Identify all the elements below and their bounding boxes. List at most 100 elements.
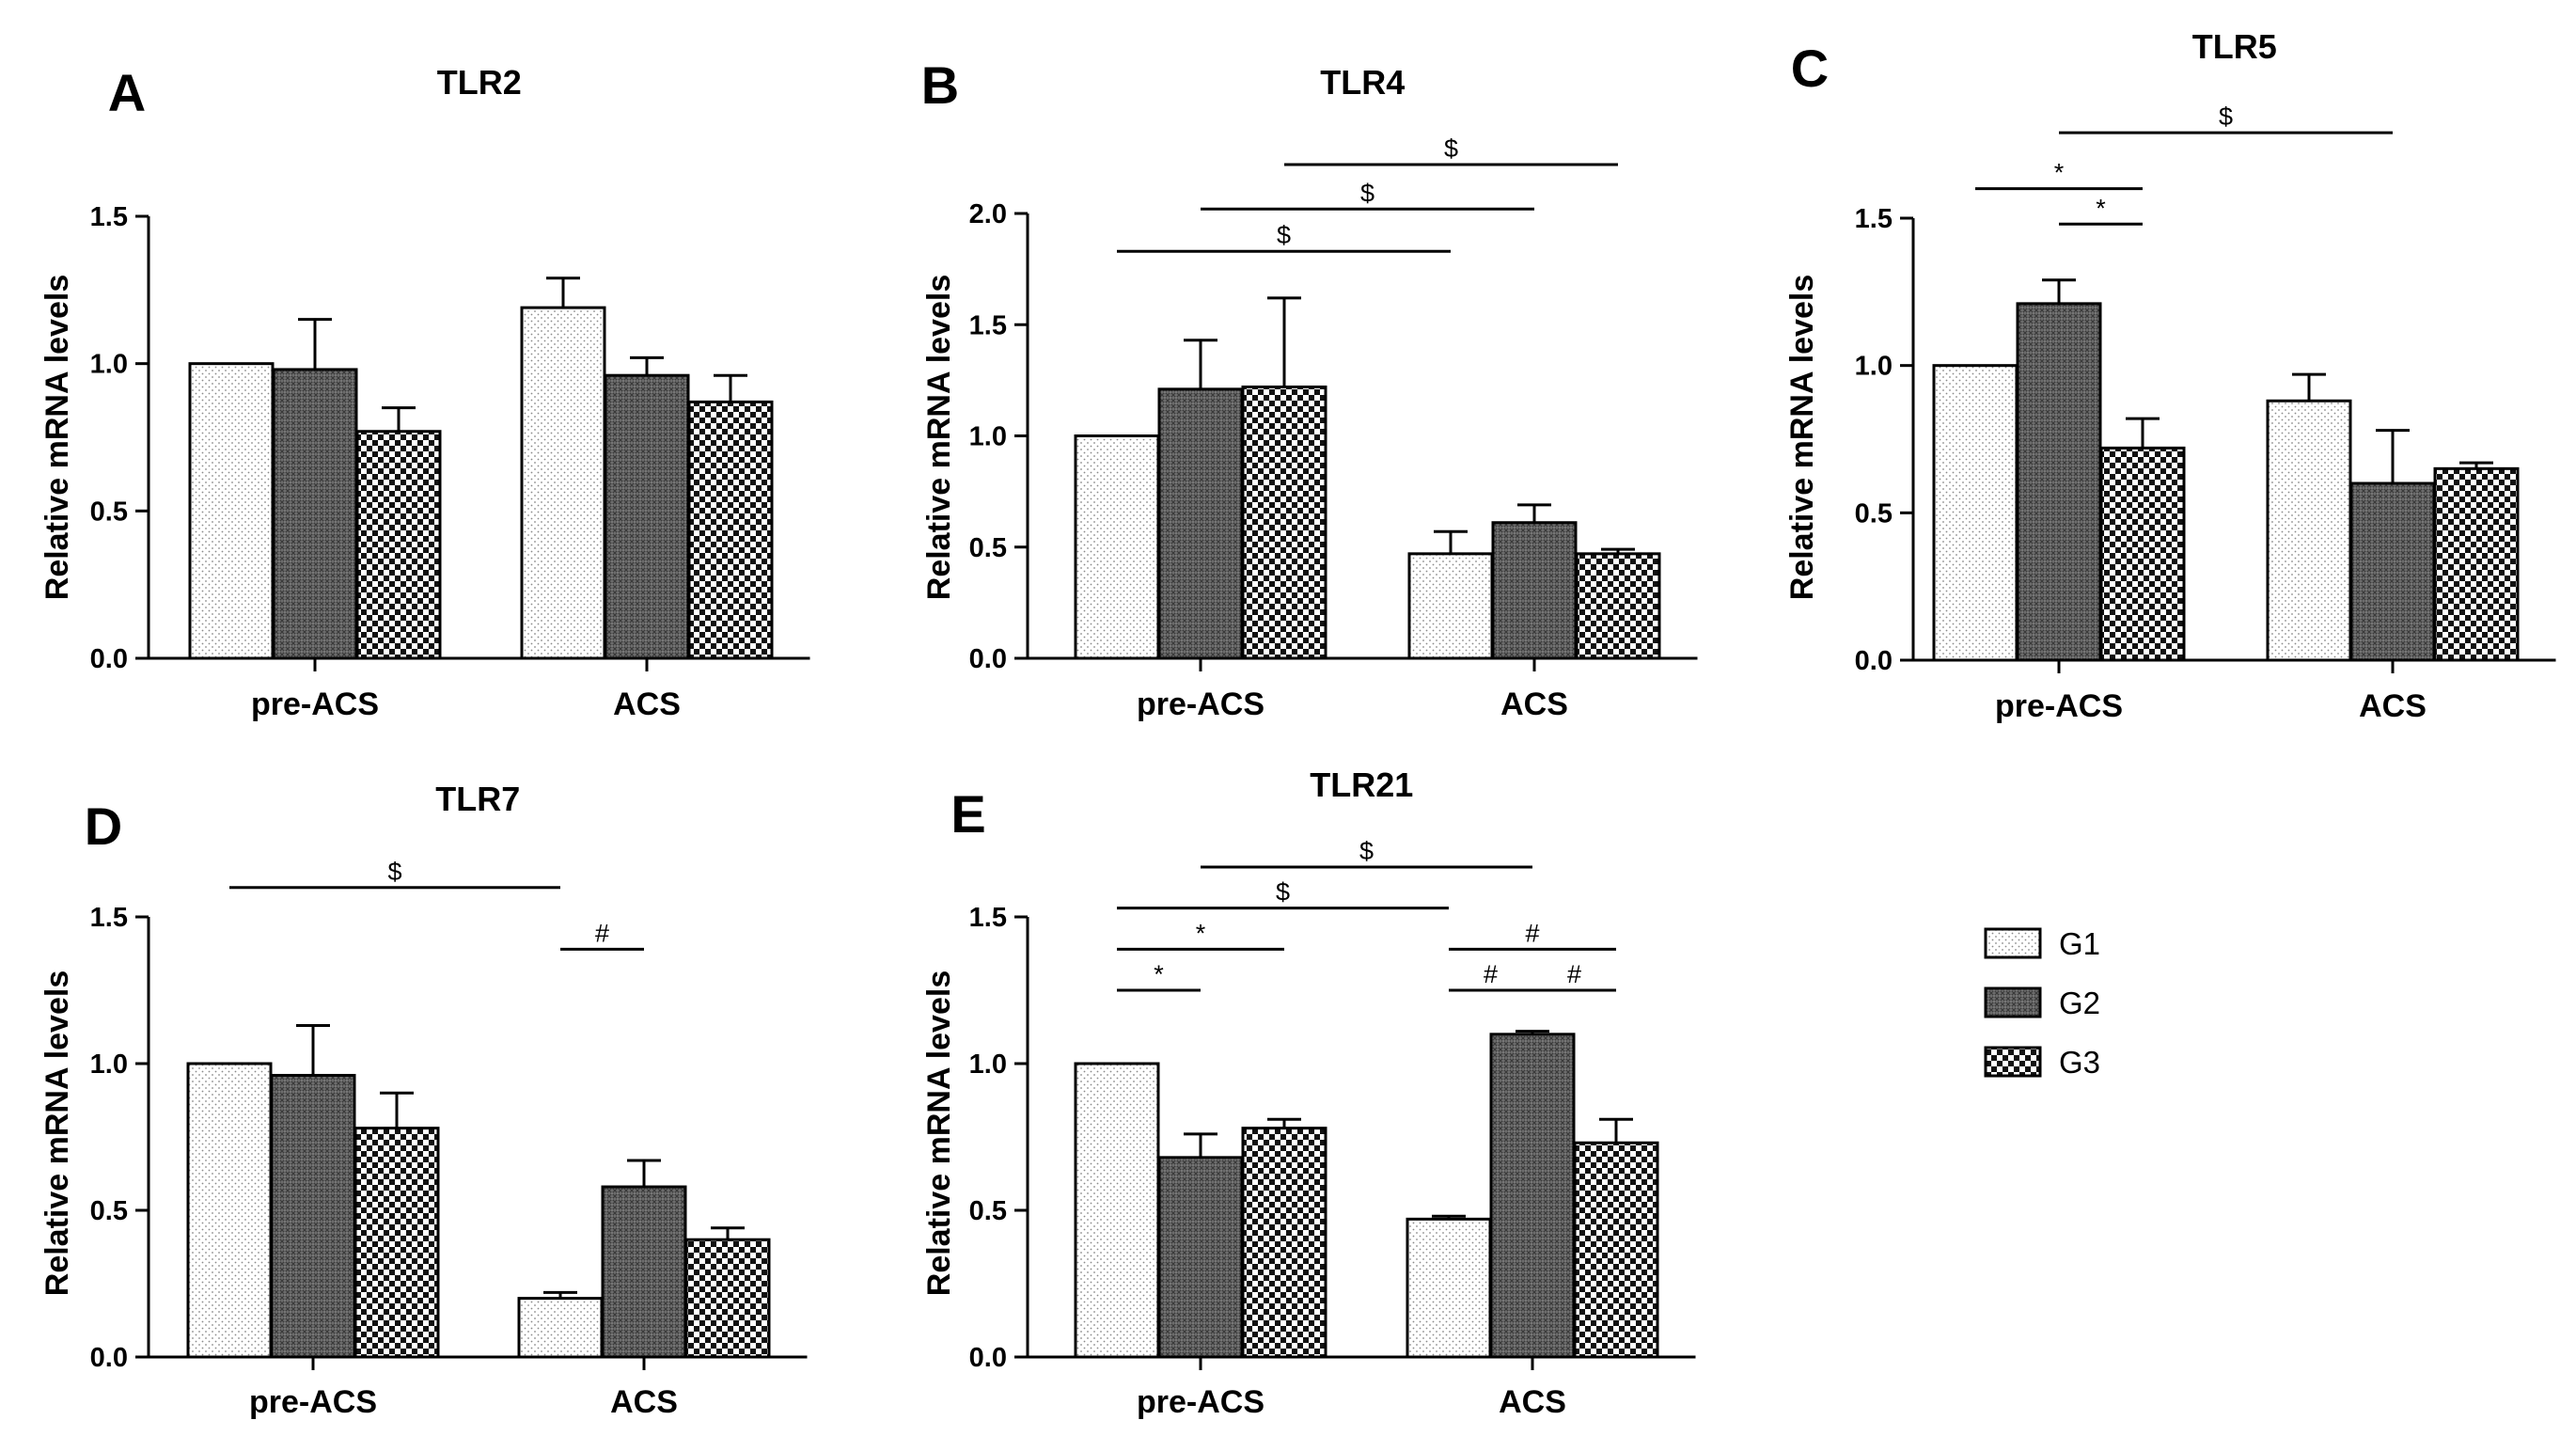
x-tick-label: pre-ACS [249,1384,377,1420]
bar-g3-acs [1573,1141,1659,1359]
chart-title: TLR2 [437,63,522,102]
significance-label: * [2054,159,2065,187]
bar-g1-acs [2266,399,2352,662]
bar-g3-pre-acs [353,1127,440,1359]
legend-swatch-g3 [1984,1046,2042,1078]
significance-label: $ [1444,134,1458,163]
significance-label: $ [1277,221,1291,249]
bar-g3-acs [2433,466,2520,662]
x-tick-label: pre-ACS [251,686,379,722]
panel-letter: C [1791,39,1829,98]
bar-g1-pre-acs [188,362,275,660]
bar-g3-acs [1575,552,1661,660]
significance-label: $ [1360,179,1374,207]
significance-label: # [1484,960,1498,988]
significance-label: # [1567,960,1581,988]
y-tick-label: 0.0 [90,1343,128,1373]
x-tick-label: pre-ACS [1137,686,1264,722]
panel-letter: B [921,55,959,115]
significance-label: $ [1276,878,1290,907]
x-tick-label: pre-ACS [1995,688,2123,724]
legend-swatch-g2 [1984,986,2042,1018]
significance-label: * [2096,194,2106,222]
bar-g2-pre-acs [1157,387,1244,660]
significance-label: $ [1359,837,1374,865]
y-axis-label: Relative mRNA levels [921,275,957,600]
bar-g2-pre-acs [272,368,358,660]
panels: A TLR2 Relative mRNA levels 0.0 0.5 1.0 1.5 pre… [39,27,2556,1420]
panel-a: A TLR2 Relative mRNA levels 0.0 0.5 1.0 1.5 pre… [39,63,810,722]
legend-label-g3: G3 [2059,1045,2100,1080]
bar-g1-pre-acs [1932,364,2018,662]
bar-g1-acs [520,306,606,660]
legend-label-g1: G1 [2059,926,2100,961]
bar-g3-pre-acs [1241,1127,1327,1359]
x-tick-label: ACS [610,1384,678,1420]
y-tick-label: 1.5 [90,202,128,232]
y-tick-label: 0.0 [90,644,128,674]
bar-g3-pre-acs [355,430,442,660]
y-tick-label: 1.0 [1855,352,1893,382]
x-tick-label: ACS [2359,688,2427,724]
significance-label: * [1154,960,1164,988]
bar-g2-acs [604,373,690,660]
y-tick-label: 1.0 [90,1049,128,1080]
y-axis-label: Relative mRNA levels [1784,275,1820,600]
y-tick-label: 0.5 [1855,498,1893,529]
chart-title: TLR21 [1310,765,1413,804]
y-tick-label: 0.5 [969,1196,1007,1226]
bar-g3-acs [684,1238,771,1359]
chart-title: TLR5 [2192,27,2277,66]
significance-label: # [595,919,609,947]
y-tick-label: 1.5 [90,903,128,933]
significance-label: * [1196,919,1206,947]
y-tick-label: 1.0 [969,1049,1007,1080]
bar-g2-pre-acs [270,1073,356,1359]
y-tick-label: 1.0 [969,422,1007,452]
bar-g2-acs [1489,1033,1576,1359]
panel-letter: D [85,797,122,856]
panel-letter: A [108,63,146,122]
bar-g1-pre-acs [186,1062,273,1359]
x-tick-label: ACS [1499,1384,1566,1420]
chart-title: TLR4 [1320,63,1405,102]
y-tick-label: 0.5 [90,497,128,527]
bar-g1-acs [517,1297,604,1359]
bar-g2-acs [601,1185,687,1359]
significance-label: $ [387,858,401,886]
bar-g2-acs [2349,481,2436,662]
panel-d: D TLR7 Relative mRNA levels 0.0 0.5 1.0 1.5 pre… [39,780,808,1420]
y-tick-label: 0.0 [1855,646,1893,676]
y-axis-label: Relative mRNA levels [39,275,75,600]
y-tick-label: 1.5 [969,310,1007,340]
bar-g3-acs [687,400,774,660]
y-tick-label: 0.0 [969,1343,1007,1373]
x-tick-label: ACS [613,686,681,722]
bar-g3-pre-acs [1241,385,1327,660]
legend-swatch-g1 [1984,927,2042,959]
panel-b: B TLR4 Relative mRNA levels 0.0 0.5 1.0 1.5 2.0… [921,55,1698,722]
bar-g2-acs [1491,521,1578,660]
bar-g1-acs [1407,552,1494,660]
y-tick-label: 0.0 [969,644,1007,674]
y-tick-label: 0.5 [90,1196,128,1226]
panel-letter: E [950,784,985,844]
y-tick-label: 0.5 [969,533,1007,563]
y-tick-label: 1.5 [1855,204,1893,234]
chart-title: TLR7 [435,780,520,818]
bar-g3-pre-acs [2099,446,2186,662]
y-tick-label: 1.5 [969,903,1007,933]
bar-g2-pre-acs [1157,1156,1244,1359]
legend-label-g2: G2 [2059,986,2100,1020]
y-tick-label: 2.0 [969,199,1007,229]
legend: G1 G2 G3 [1984,926,2100,1080]
panel-c: C TLR5 Relative mRNA levels 0.0 0.5 1.0 1.5 pre… [1784,27,2556,724]
bar-g1-pre-acs [1074,434,1160,660]
panel-e: E TLR21 Relative mRNA levels 0.0 0.5 1.0 1.5 pr… [921,765,1696,1420]
significance-label: $ [2219,103,2233,131]
y-tick-label: 1.0 [90,350,128,380]
x-tick-label: ACS [1500,686,1568,722]
bar-g1-acs [1406,1217,1492,1359]
